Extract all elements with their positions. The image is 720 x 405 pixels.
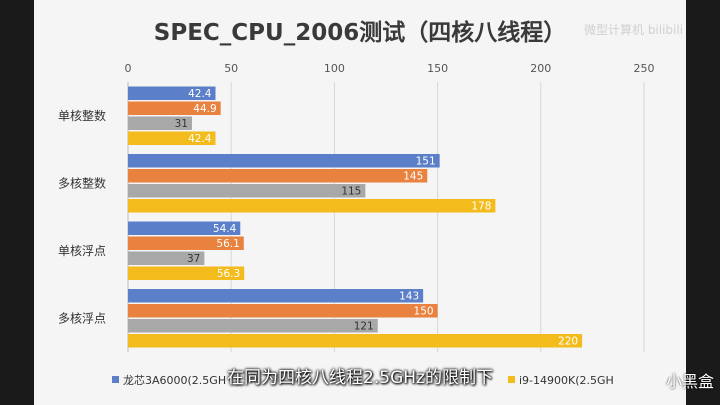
bar <box>128 221 241 235</box>
bar-value-label: 150 <box>414 306 434 318</box>
bar <box>128 334 583 348</box>
bar-value-label: 145 <box>403 171 423 183</box>
x-tick-label: 50 <box>224 62 238 75</box>
x-tick-label: 200 <box>530 62 551 75</box>
x-tick-label: 100 <box>324 62 345 75</box>
bar <box>128 116 192 130</box>
bar-value-label: 178 <box>471 201 491 213</box>
x-tick-label: 250 <box>634 62 655 75</box>
bar <box>128 236 244 250</box>
bar-value-label: 56.1 <box>216 238 239 250</box>
bar <box>128 266 245 280</box>
legend-label-i9: i9-14900K(2.5GH <box>519 374 614 387</box>
bar-value-label: 44.9 <box>193 103 216 115</box>
bar <box>128 169 428 183</box>
category-label: 多核浮点 <box>58 311 106 325</box>
category-label: 单核浮点 <box>58 244 106 258</box>
bar-value-label: 220 <box>558 336 578 348</box>
chart-frame: 微型计算机 bilibili SPEC_CPU_2006测试（四核八线程） 0 5… <box>34 0 686 405</box>
bar-value-label: 115 <box>341 186 361 198</box>
chart-title: SPEC_CPU_2006测试（四核八线程） <box>154 19 566 46</box>
bar <box>128 251 205 265</box>
bar-value-label: 143 <box>399 291 419 303</box>
bar <box>128 131 216 145</box>
bar-value-label: 56.3 <box>217 268 240 280</box>
bar-value-label: 31 <box>175 118 188 130</box>
category-label: 多核整数 <box>58 175 106 190</box>
bar-value-label: 42.4 <box>188 88 212 100</box>
category-label: 单核整数 <box>58 108 106 123</box>
bar-value-label: 42.4 <box>188 133 212 145</box>
legend-swatch-loongson <box>112 376 119 383</box>
legend-swatch-i9 <box>508 376 515 383</box>
watermark: 微型计算机 bilibili <box>584 22 683 37</box>
bar <box>128 304 438 318</box>
bar <box>128 154 440 168</box>
bar <box>128 101 221 115</box>
bar <box>128 184 366 198</box>
bar-value-label: 121 <box>354 321 374 333</box>
bar <box>128 289 424 303</box>
bar-value-label: 37 <box>187 253 200 265</box>
bar-chart: 微型计算机 bilibili SPEC_CPU_2006测试（四核八线程） 0 5… <box>58 19 683 387</box>
legend-label-loongson: 龙芯3A6000(2.5GH <box>123 373 226 387</box>
bar <box>128 199 496 213</box>
bar <box>128 319 378 333</box>
bar <box>128 86 216 100</box>
xiaoheihe-logo: 小黑盒 <box>665 372 714 391</box>
bar-value-label: 151 <box>416 156 436 168</box>
x-tick-label: 150 <box>427 62 448 75</box>
bar-value-label: 54.4 <box>213 223 237 235</box>
x-tick-label: 0 <box>125 62 132 75</box>
